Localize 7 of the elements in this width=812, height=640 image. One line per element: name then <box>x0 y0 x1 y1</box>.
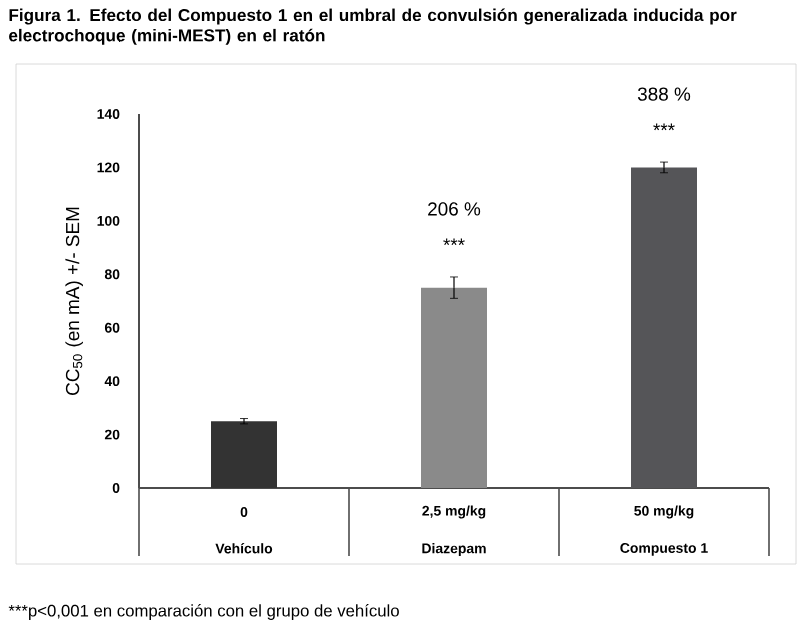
chart-title: Figura 1. Efecto del Compuesto 1 en el umbral de convulsión generalizada inducida por electrochoque (mini-MEST) en el ratón <box>9 8 737 45</box>
text: ***p<0,001 en comparación con el grupo de vehículo <box>8 604 399 620</box>
annotation: *** <box>653 123 675 131</box>
annotation: *** <box>443 238 465 246</box>
text: 388 % <box>637 87 691 101</box>
y-axis-title: CC$_{50}$ (en mA) +/- SEM <box>65 207 83 395</box>
annotation: 206 % <box>428 202 481 216</box>
